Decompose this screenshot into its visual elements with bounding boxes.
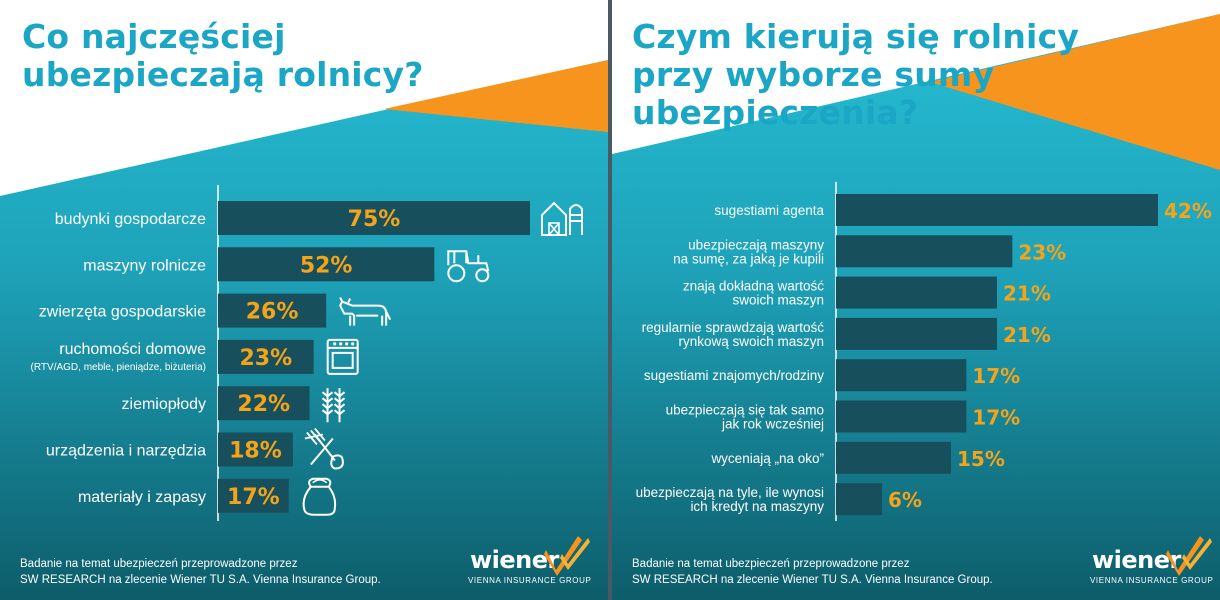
panel-right: Czym kierują się rolnicy przy wyborze su…: [612, 0, 1220, 600]
barn-icon: [541, 201, 583, 236]
category-label: swoich maszyn: [732, 293, 824, 308]
brand-tagline: VIENNA INSURANCE GROUP: [1090, 576, 1214, 585]
bar-value-label: 21%: [1003, 282, 1051, 306]
bar: [218, 247, 435, 282]
bar-value-label: 17%: [972, 406, 1020, 430]
bar-value-label: 15%: [957, 447, 1005, 471]
bar: [836, 276, 997, 309]
bar: [218, 293, 327, 328]
category-label: ubezpieczają na tyle, ile wynosi: [636, 485, 824, 500]
bar: [218, 386, 310, 421]
brand-checkmark-icon: [1166, 536, 1212, 576]
bar: [836, 235, 1013, 268]
bar: [836, 317, 997, 350]
category-label: ubezpieczają maszyny: [688, 237, 824, 252]
bar-value-label: 42%: [1164, 199, 1212, 223]
chart-left: 75% budynki gospodarcze 52% maszyny rolnicz…: [31, 185, 583, 521]
category-label: jak rok wcześniej: [721, 417, 824, 432]
footer-line: SW RESEARCH na zlecenie Wiener TU S.A. V…: [632, 574, 993, 586]
footer-line: SW RESEARCH na zlecenie Wiener TU S.A. V…: [20, 574, 381, 586]
category-label: sugestiami agenta: [714, 203, 824, 218]
wiener-logo: wiener VIENNA INSURANCE GROUP: [1088, 532, 1220, 590]
bar-value-label: 6%: [888, 488, 922, 512]
bar-value-label: 75%: [348, 207, 401, 232]
cow-icon: [339, 297, 392, 326]
category-label: ziemiopłody: [122, 396, 206, 413]
bar-value-label: 23%: [240, 346, 293, 371]
bar: [836, 441, 951, 474]
bar-value-label: 18%: [229, 439, 282, 464]
bar: [836, 194, 1158, 226]
bar-value-label: 26%: [246, 300, 299, 325]
panel-left: Co najczęściej ubezpieczają rolnicy? 75%…: [0, 0, 608, 600]
footer-line: Badanie na temat ubezpieczeń przeprowadz…: [20, 558, 298, 570]
footer-note: Badanie na temat ubezpieczeń przeprowadz…: [632, 556, 1062, 588]
category-label: rynkową swoich maszyn: [678, 334, 824, 349]
pitchfork-shovel-icon: [304, 427, 344, 470]
panel-right-title: Czym kierują się rolnicy przy wyborze su…: [632, 18, 1079, 132]
bar: [218, 201, 530, 235]
bar-value-label: 52%: [300, 253, 353, 278]
category-label: regularnie sprawdzają wartość: [642, 320, 825, 335]
category-label: wyceniają „na oko”: [710, 451, 824, 466]
wheat-icon: [321, 388, 346, 423]
bar: [218, 339, 314, 374]
bar-value-label: 22%: [237, 392, 290, 417]
brand-name: wiener: [1092, 546, 1181, 574]
category-label: znają dokładną wartość: [683, 279, 824, 294]
bar-value-label: 17%: [227, 485, 280, 510]
title-line: ubezpieczenia?: [632, 93, 919, 132]
bar: [836, 483, 882, 516]
bar-value-label: 23%: [1018, 240, 1066, 264]
bar: [836, 359, 967, 392]
category-label: urządzenia i narzędzia: [46, 443, 206, 460]
stove-icon: [326, 338, 359, 375]
chart-right: 42% sugestiami agenta 23% ubezpieczają masz…: [636, 182, 1212, 521]
category-note: (RTV/AGD, meble, pieniądze, biżuteria): [31, 362, 206, 373]
title-line: ubezpieczają rolnicy?: [22, 55, 424, 94]
footer-line: Badanie na temat ubezpieczeń przeprowadz…: [632, 558, 910, 570]
bar-value-label: 17%: [972, 364, 1020, 388]
brand-tagline: VIENNA INSURANCE GROUP: [468, 576, 592, 585]
panel-left-title: Co najczęściej ubezpieczają rolnicy?: [22, 18, 424, 94]
category-label: ich kredyt na maszyny: [690, 499, 824, 514]
category-label: maszyny rolnicze: [83, 257, 206, 274]
brand-checkmark-icon: [544, 536, 590, 576]
category-label: zwierzęta gospodarskie: [39, 304, 206, 321]
category-label: ruchomości domowe: [59, 341, 206, 358]
bar-value-label: 21%: [1003, 323, 1051, 347]
tractor-icon: [447, 250, 490, 283]
category-label: materiały i zapasy: [78, 489, 206, 506]
category-label: budynki gospodarcze: [55, 211, 206, 228]
bar: [218, 478, 289, 513]
bar: [218, 432, 293, 467]
sack-icon: [302, 477, 337, 516]
footer-note: Badanie na temat ubezpieczeń przeprowadz…: [20, 556, 450, 588]
category-label: ubezpieczają się tak samo: [666, 403, 824, 418]
wiener-logo: wiener VIENNA INSURANCE GROUP: [466, 532, 598, 590]
brand-name: wiener: [470, 546, 559, 574]
title-line: Czym kierują się rolnicy: [632, 17, 1080, 56]
title-line: Co najczęściej: [22, 17, 286, 56]
title-line: przy wyborze sumy: [632, 55, 995, 94]
category-label: sugestiami znajomych/rodziny: [644, 368, 824, 383]
category-label: na sumę, za jaką je kupili: [673, 251, 824, 266]
bar: [836, 400, 967, 433]
